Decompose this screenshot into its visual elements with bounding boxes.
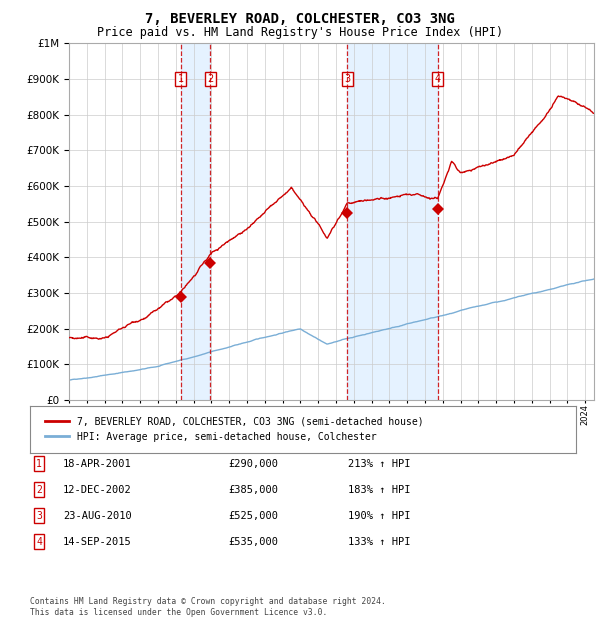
Text: 190% ↑ HPI: 190% ↑ HPI [348,511,410,521]
Text: 7, BEVERLEY ROAD, COLCHESTER, CO3 3NG: 7, BEVERLEY ROAD, COLCHESTER, CO3 3NG [145,12,455,27]
Text: £535,000: £535,000 [228,537,278,547]
Bar [347,43,437,400]
Text: 23-AUG-2010: 23-AUG-2010 [63,511,132,521]
Text: 18-APR-2001: 18-APR-2001 [63,459,132,469]
Text: Price paid vs. HM Land Registry's House Price Index (HPI): Price paid vs. HM Land Registry's House … [97,26,503,39]
Text: 1: 1 [178,74,184,84]
Text: 1: 1 [36,459,42,469]
Text: 213% ↑ HPI: 213% ↑ HPI [348,459,410,469]
Text: 2: 2 [208,74,214,84]
Text: £525,000: £525,000 [228,511,278,521]
Text: £385,000: £385,000 [228,485,278,495]
Text: 133% ↑ HPI: 133% ↑ HPI [348,537,410,547]
Text: 4: 4 [36,537,42,547]
Legend: 7, BEVERLEY ROAD, COLCHESTER, CO3 3NG (semi-detached house), HPI: Average price,: 7, BEVERLEY ROAD, COLCHESTER, CO3 3NG (s… [40,412,429,447]
Bar [181,43,211,400]
Text: 14-SEP-2015: 14-SEP-2015 [63,537,132,547]
Text: 3: 3 [36,511,42,521]
Text: Contains HM Land Registry data © Crown copyright and database right 2024.
This d: Contains HM Land Registry data © Crown c… [30,598,386,617]
Text: 2: 2 [36,485,42,495]
Text: 183% ↑ HPI: 183% ↑ HPI [348,485,410,495]
Text: £290,000: £290,000 [228,459,278,469]
Text: 3: 3 [344,74,350,84]
Text: 4: 4 [434,74,440,84]
Text: 12-DEC-2002: 12-DEC-2002 [63,485,132,495]
